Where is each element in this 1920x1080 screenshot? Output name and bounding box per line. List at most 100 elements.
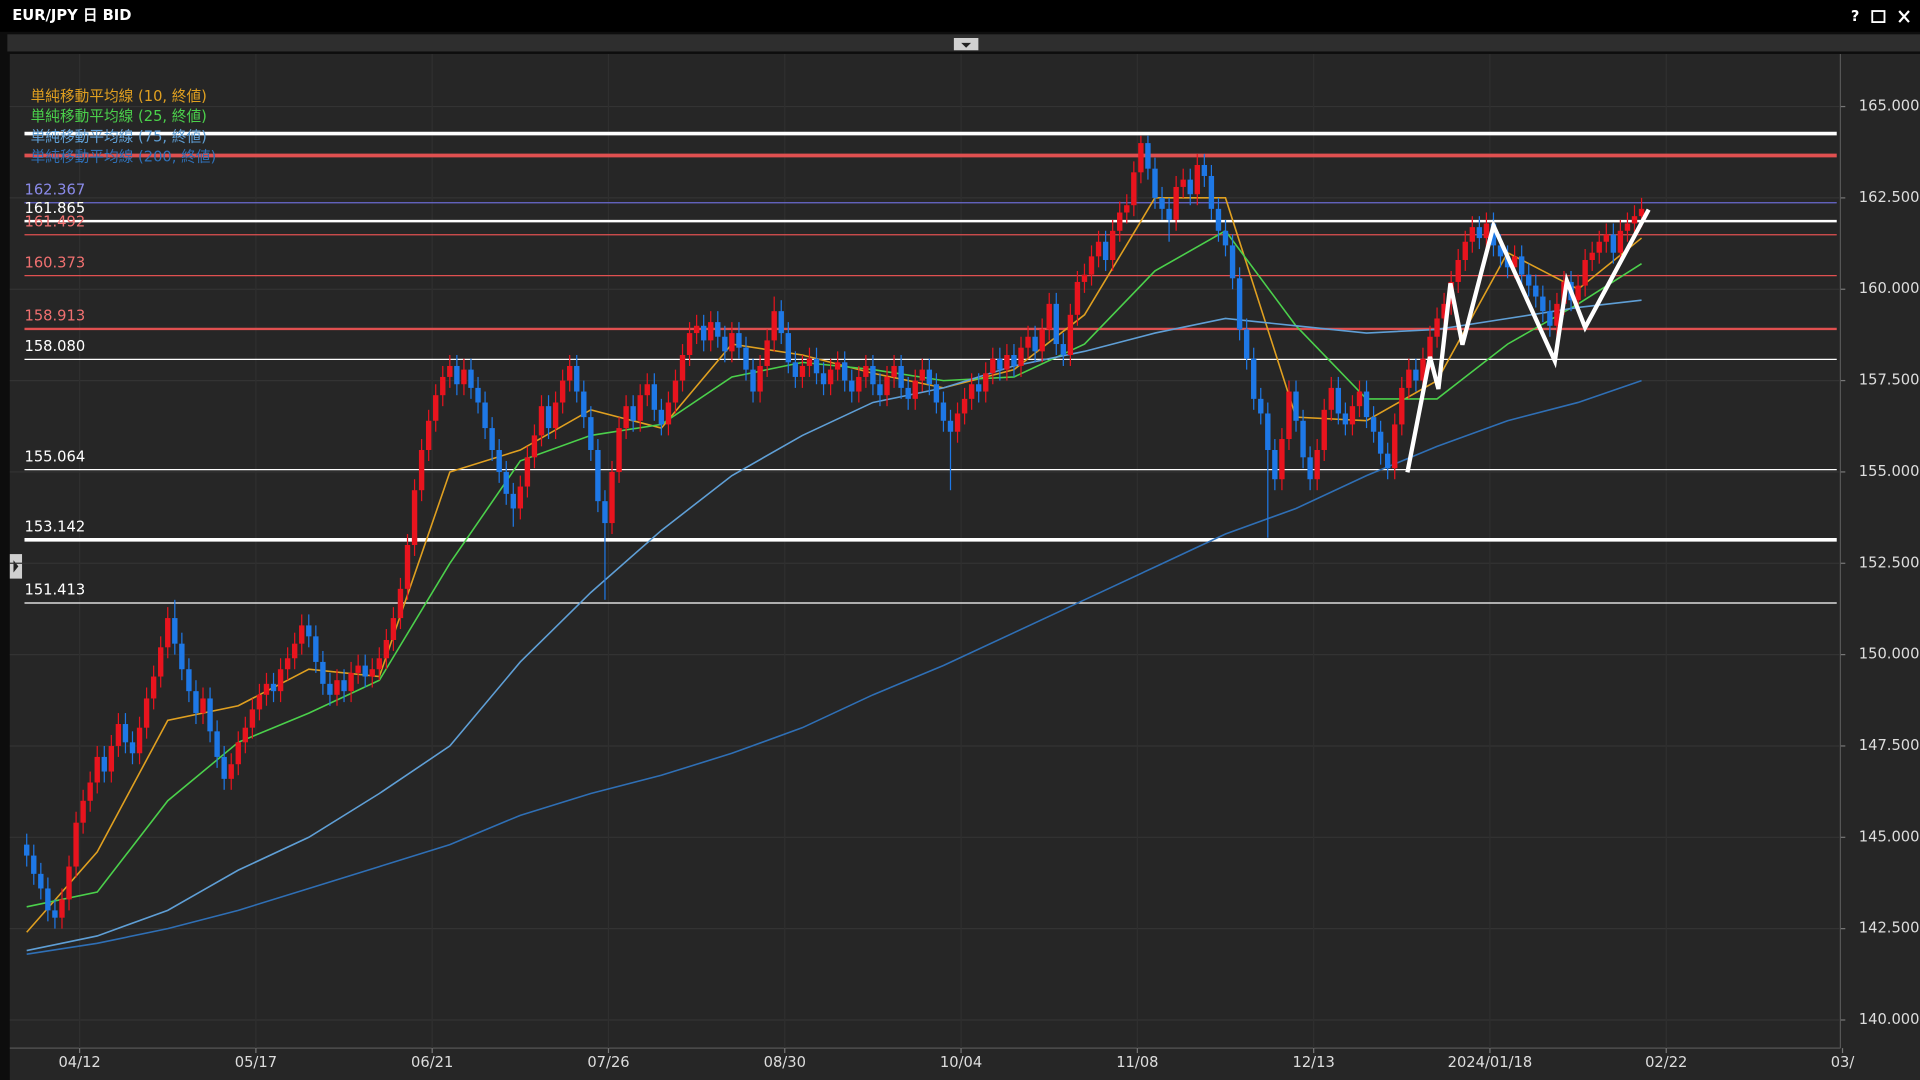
help-button[interactable]: ? [1851,8,1860,25]
candle-body [1441,303,1447,319]
candle-body [1399,387,1405,425]
candle-body [1363,391,1370,418]
candle-body [52,910,58,918]
candle-body [313,636,319,662]
candle-body [651,384,658,410]
candle-body [559,380,566,403]
candle-body [404,545,411,589]
y-tick-label: 160.000 [1859,280,1920,297]
ma-line [26,299,1642,952]
candle-body [179,643,185,670]
candle-body [1427,336,1433,359]
candle-body [1638,208,1645,217]
candle-body [1208,175,1215,209]
candle-body [1462,241,1468,261]
candle-body [1173,186,1179,220]
candle-body [757,365,763,392]
candle-body [1145,143,1151,169]
candle-body [891,365,897,377]
x-tick-label: 07/26 [587,1054,629,1071]
candle-body [1631,216,1638,224]
candle-body [517,486,524,509]
x-tick-label: 10/04 [940,1054,982,1071]
candle-body [926,369,933,385]
candle-body [1018,347,1024,366]
candle-body [482,402,488,429]
candle-body [454,365,460,385]
candle-body [1349,406,1356,425]
candle-body [397,588,404,619]
candle-body [1074,281,1081,315]
candle-body [172,618,178,644]
candle-body [849,380,855,392]
candle-body [136,727,143,754]
candle-body [1610,234,1617,253]
candle-body [1328,387,1334,410]
y-tick-label: 152.500 [1859,554,1920,571]
candle-body [1081,274,1088,282]
candle-body [1265,413,1271,451]
candle-body [933,384,940,403]
candle-body [672,380,679,403]
candle-body [1370,417,1377,432]
candle-body [249,709,256,728]
candle-body [1406,369,1412,388]
candle-body [45,888,51,911]
x-tick-label: 12/13 [1292,1054,1334,1071]
candle-body [708,322,714,341]
candle-body [369,669,375,677]
level-label: 158.080 [24,338,85,355]
candle-body [884,376,890,396]
candle-body [1131,172,1137,206]
candle-body [1518,256,1525,275]
level-label: 161.865 [24,200,85,217]
candle-body [1102,241,1109,261]
candle-body [877,384,883,396]
candle-body [1166,208,1172,220]
candle-body [87,782,93,801]
candle-body [623,406,629,429]
maximize-button[interactable] [1871,10,1886,23]
candle-body [1095,241,1102,257]
level-label: 161.492 [24,213,85,230]
candle-body [1229,245,1236,279]
candle-body [214,731,220,757]
candle-body [503,471,509,494]
candle-body [1314,450,1320,480]
candle-body [1243,329,1250,359]
candle-body [496,450,502,472]
candle-body [207,698,213,732]
level-label: 158.913 [24,308,85,325]
candle-body [567,365,573,381]
candle-body [686,333,693,356]
candle-body [1307,457,1313,480]
candle-body [165,618,171,648]
axes: 140.000 142.500 145.000 147.500 150.000 152.5… [58,98,1919,1071]
plot-background [9,53,1920,1080]
x-tick-label: 11/08 [1116,1054,1158,1071]
candle-body [1159,197,1165,209]
candle-body [1046,303,1052,330]
candle-body [270,683,277,692]
candle-body [898,365,904,388]
candle-body [736,333,742,348]
candle-body [122,724,129,743]
candle-body [362,665,368,677]
close-button[interactable] [1898,10,1910,23]
candle-body [1039,329,1045,352]
candle-body [954,413,961,432]
candle-body [997,358,1003,370]
candle-body [355,665,361,673]
candle-body [700,325,707,341]
candle-body [665,402,672,425]
candle-body [1413,369,1419,381]
x-tick-label: 02/22 [1645,1054,1687,1071]
level-label: 153.142 [24,519,85,536]
candle-body [1476,227,1483,239]
candle-body [115,724,122,746]
candle-body [1554,303,1560,326]
candle-body [299,625,305,644]
candle-body [1540,296,1546,312]
candle-body [1215,208,1222,231]
